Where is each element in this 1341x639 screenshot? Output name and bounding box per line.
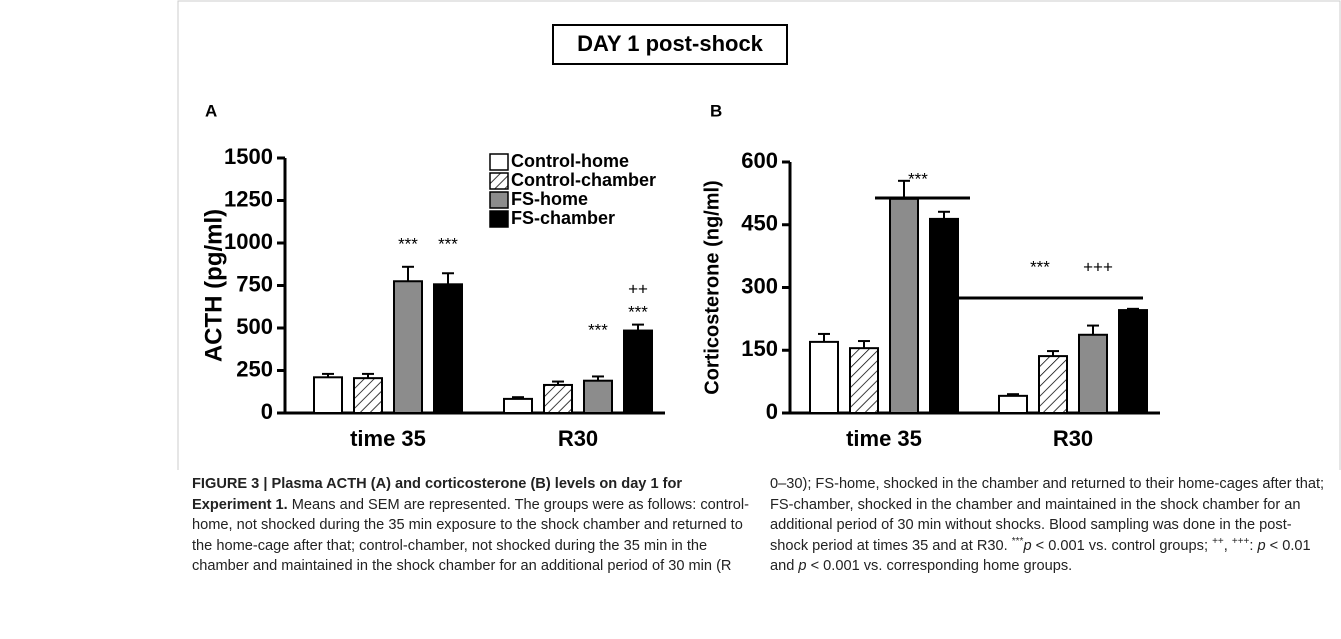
annotation: *** — [908, 169, 928, 188]
x-tick-label: time 35 — [846, 426, 922, 451]
y-tick-label: 0 — [261, 399, 273, 424]
caption-sup: +++ — [1231, 535, 1250, 547]
caption: FIGURE 3 | Plasma ACTH (A) and corticost… — [192, 474, 1328, 577]
bar — [583, 379, 613, 415]
legend-swatch — [489, 210, 509, 228]
bar — [1038, 355, 1068, 414]
bar — [809, 340, 839, 414]
legend-label: Control-home — [511, 151, 629, 171]
caption-italic: p — [798, 558, 807, 575]
panel-label: A — [205, 101, 217, 120]
caption-text: < 0.001 vs. control groups; — [1031, 537, 1213, 554]
legend-swatch — [489, 191, 509, 209]
annotation: *** — [398, 234, 418, 253]
y-tick-label: 500 — [236, 314, 273, 339]
caption-title: FIGURE 3 | Plasma ACTH (A) and corticost… — [192, 476, 683, 513]
x-tick-label: time 35 — [350, 426, 426, 451]
y-tick-label: 750 — [236, 271, 273, 296]
y-tick-label: 1500 — [224, 144, 273, 169]
bar — [393, 280, 423, 414]
caption-text: < 0.01 and — [770, 537, 1311, 575]
caption-sup: *** — [1011, 535, 1024, 547]
y-tick-label: 1000 — [224, 229, 273, 254]
bar — [889, 197, 919, 414]
legend-swatch — [489, 153, 509, 171]
legend-label: Control-chamber — [511, 170, 656, 190]
caption-italic: p — [1257, 537, 1266, 554]
caption-text: , — [1223, 537, 1232, 554]
caption-italic: p — [1023, 537, 1032, 554]
y-tick-label: 1250 — [224, 186, 273, 211]
figure-border — [177, 0, 1341, 470]
y-tick-label: 150 — [741, 336, 778, 361]
annotation: +++ — [1083, 257, 1113, 276]
bar — [313, 376, 343, 414]
legend-swatch — [489, 172, 509, 190]
legend-label: FS-chamber — [511, 208, 615, 228]
caption-text: : — [1249, 537, 1258, 554]
bar — [503, 397, 533, 415]
bar — [353, 377, 383, 414]
header-box — [552, 24, 788, 65]
bar — [849, 347, 879, 414]
figure: DAY 1 post-shock A ACTH (pg/ml) 0 250 500 750… — [177, 0, 1341, 470]
y-tick-label: 450 — [741, 211, 778, 236]
x-tick-label: R30 — [558, 426, 598, 451]
bar — [929, 217, 959, 414]
bar — [998, 394, 1028, 414]
y-tick-label: 250 — [236, 356, 273, 381]
panel-label: B — [710, 101, 722, 120]
y-axis-label: Corticosterone (ng/ml) — [701, 180, 723, 394]
header-title: DAY 1 post-shock — [577, 31, 764, 56]
bar — [543, 383, 573, 415]
annotation: *** — [438, 234, 458, 253]
caption-sup: ++ — [1212, 535, 1224, 547]
bar — [433, 283, 463, 414]
annotation: *** — [1030, 257, 1050, 276]
y-tick-label: 300 — [741, 273, 778, 298]
bar — [1118, 309, 1148, 414]
annotation: ++ — [628, 279, 648, 298]
caption-text: Means and SEM are represented. The group… — [192, 476, 1325, 575]
x-tick-label: R30 — [1053, 426, 1093, 451]
bar — [623, 329, 653, 414]
y-tick-label: 600 — [741, 148, 778, 173]
legend-label: FS-home — [511, 189, 588, 209]
caption-text: < 0.001 vs. corresponding home groups. — [806, 558, 1073, 575]
y-tick-label: 0 — [766, 399, 778, 424]
annotation: *** — [628, 302, 648, 321]
bar — [1078, 333, 1108, 414]
y-axis-label: ACTH (pg/ml) — [200, 209, 227, 362]
annotation: *** — [588, 320, 608, 339]
